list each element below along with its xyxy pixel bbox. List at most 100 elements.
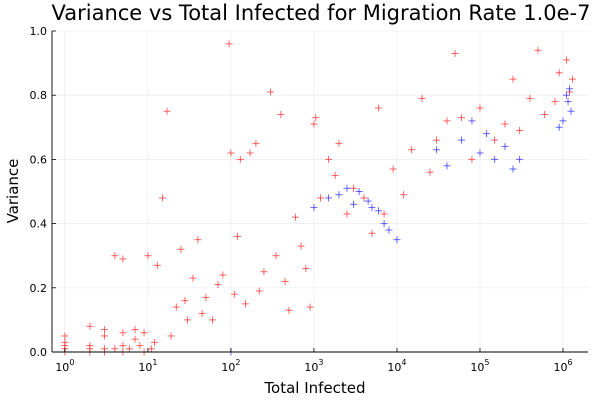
data-point: [509, 165, 517, 173]
axis-ticks: [52, 30, 564, 353]
x-tick-label: 101: [138, 358, 157, 374]
data-point: [181, 297, 189, 305]
data-point: [147, 345, 155, 353]
data-point: [555, 123, 563, 131]
y-tick-label: 0.2: [30, 282, 48, 295]
data-point: [483, 130, 491, 138]
data-point: [331, 171, 339, 179]
data-point: [260, 268, 268, 276]
data-point: [131, 335, 139, 343]
data-point: [281, 277, 289, 285]
data-points: [61, 40, 576, 356]
data-point: [468, 117, 476, 125]
x-tick-label: 105: [470, 358, 489, 374]
data-point: [267, 88, 275, 96]
y-tick-label: 0.0: [30, 346, 48, 359]
data-point: [144, 252, 152, 260]
data-point: [242, 300, 250, 308]
series-1-points: [227, 85, 575, 356]
data-point: [312, 114, 320, 122]
data-point: [458, 114, 466, 122]
data-point: [167, 332, 175, 340]
data-point: [562, 56, 570, 64]
data-point: [285, 306, 293, 314]
data-point: [343, 210, 351, 218]
data-point: [468, 155, 476, 163]
data-point: [325, 155, 333, 163]
x-tick-label: 100: [55, 358, 74, 374]
data-point: [562, 91, 570, 99]
data-point: [567, 107, 575, 115]
data-point: [198, 309, 206, 317]
data-point: [568, 75, 576, 83]
y-tick-label: 1.0: [30, 25, 48, 38]
data-point: [325, 194, 333, 202]
data-point: [335, 191, 343, 199]
data-point: [433, 146, 441, 154]
data-point: [368, 204, 376, 212]
data-point: [119, 342, 127, 350]
data-point: [150, 338, 158, 346]
data-point: [443, 117, 451, 125]
data-point: [111, 252, 119, 260]
data-point: [350, 184, 358, 192]
x-tick-label: 103: [304, 358, 323, 374]
y-tick-labels: 0.0 0.2 0.4 0.6 0.8 1.0: [30, 25, 48, 359]
data-point: [189, 274, 197, 282]
data-point: [61, 338, 69, 346]
data-point: [227, 149, 235, 157]
series-0-points: [61, 40, 576, 356]
data-point: [119, 329, 127, 337]
data-point: [360, 194, 368, 202]
data-point: [183, 316, 191, 324]
data-point: [555, 69, 563, 77]
data-point: [202, 293, 210, 301]
data-point: [364, 197, 372, 205]
data-point: [100, 326, 108, 334]
data-point: [194, 236, 202, 244]
data-point: [491, 155, 499, 163]
data-point: [389, 165, 397, 173]
data-point: [491, 136, 499, 144]
x-axis-label: Total Infected: [263, 379, 365, 397]
data-point: [350, 200, 358, 208]
plot-frame: [51, 31, 588, 353]
data-point: [119, 255, 127, 263]
data-point: [208, 316, 216, 324]
data-point: [426, 168, 434, 176]
data-point: [433, 136, 441, 144]
data-point: [355, 188, 363, 195]
x-tick-label: 102: [221, 358, 240, 374]
data-point: [233, 232, 241, 240]
data-point: [551, 98, 559, 106]
x-tick-label: 106: [553, 358, 572, 374]
data-point: [408, 146, 416, 154]
data-point: [153, 261, 161, 269]
data-point: [400, 191, 408, 199]
data-point: [476, 104, 484, 112]
data-point: [225, 40, 233, 48]
data-point: [302, 265, 310, 273]
data-point: [131, 326, 139, 334]
data-point: [564, 98, 572, 106]
data-point: [292, 213, 300, 221]
data-point: [317, 194, 325, 202]
data-point: [310, 204, 318, 212]
data-point: [385, 226, 393, 234]
data-point: [277, 110, 285, 118]
data-point: [375, 104, 383, 112]
y-tick-label: 0.4: [30, 218, 48, 231]
data-point: [516, 127, 524, 135]
data-point: [380, 210, 388, 218]
data-point: [418, 94, 426, 102]
data-point: [255, 287, 263, 295]
data-point: [443, 162, 451, 170]
data-point: [335, 139, 343, 147]
data-point: [501, 120, 509, 128]
data-point: [246, 149, 254, 157]
data-point: [140, 329, 148, 337]
data-point: [306, 303, 314, 311]
data-point: [177, 245, 185, 253]
data-point: [380, 220, 388, 228]
